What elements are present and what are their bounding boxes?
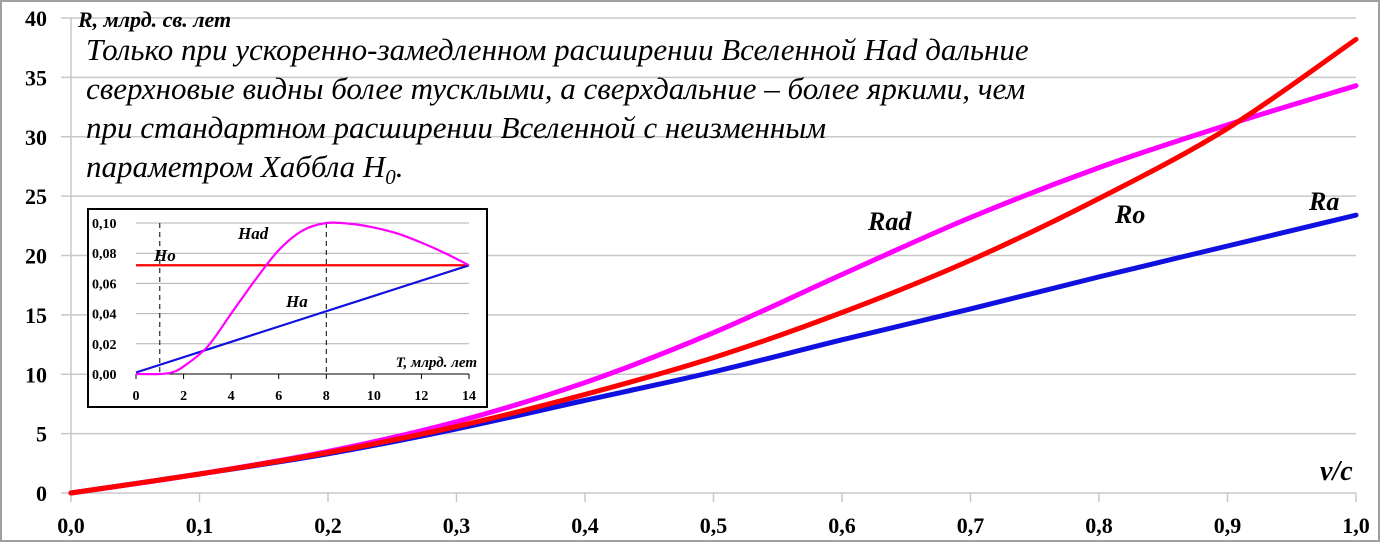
y-tick-label: 5 <box>36 422 47 447</box>
inset-y-tick-label: 0,06 <box>92 277 117 292</box>
inset-x-tick-label: 4 <box>228 389 235 404</box>
y-tick-label: 30 <box>25 125 47 150</box>
x-tick-label: 0,8 <box>1085 513 1113 538</box>
x-tick-label: 0,3 <box>443 513 471 538</box>
inset-series-line-ha <box>135 264 470 374</box>
x-tick-label: 0,0 <box>57 513 85 538</box>
y-tick-label: 20 <box>25 244 47 269</box>
inset-y-tick-label: 0,00 <box>92 368 117 383</box>
x-axis-label: v/c <box>1320 456 1353 487</box>
y-tick-label: 40 <box>25 6 47 31</box>
series-line-ro <box>68 36 1359 496</box>
y-tick-label: 35 <box>25 65 47 90</box>
annotation-line-1: Только при ускоренно-замедленном расшире… <box>86 32 1029 67</box>
inset-series-label-ha: Ha <box>285 292 308 311</box>
inset-x-axis-label: T, млрд. лет <box>396 355 477 371</box>
x-tick-label: 0,1 <box>186 513 214 538</box>
y-tick-label: 15 <box>25 303 47 328</box>
annotation: Только при ускоренно-замедленном расшире… <box>86 32 1029 189</box>
annotation-line-3: при стандартном расширении Вселенной с н… <box>86 110 826 145</box>
inset-x-tick-label: 8 <box>323 389 330 404</box>
inset-y-tick-label: 0,10 <box>92 217 117 232</box>
inset-series-label-ho: Ho <box>153 246 176 265</box>
inset-series-label-had: Had <box>237 224 269 243</box>
inset-x-tick-label: 0 <box>133 389 140 404</box>
x-tick-label: 1,0 <box>1342 513 1370 538</box>
x-tick-label: 0,9 <box>1214 513 1242 538</box>
inset-y-tick-label: 0,04 <box>92 308 117 323</box>
inset-x-tick-label: 2 <box>180 389 187 404</box>
annotation-line-4: параметром Хаббла H0. <box>86 149 404 189</box>
series-label-ro: Ro <box>1114 200 1145 229</box>
y-tick-label: 10 <box>25 362 47 387</box>
inset-y-tick-label: 0,08 <box>92 247 117 262</box>
y-axis-label: R, млрд. св. лет <box>77 7 231 32</box>
x-tick-label: 0,2 <box>314 513 342 538</box>
annotation-line-2: сверхновые видны более тусклыми, а сверх… <box>86 71 1025 106</box>
inset-chart: 0,00 0,02 0,04 0,06 0,08 0,10 0 2 4 6 8 10 12 14 Ho H… <box>87 208 488 408</box>
x-tick-label: 0,4 <box>571 513 599 538</box>
series-label-rad: Rad <box>867 207 912 236</box>
y-tick-label: 25 <box>25 184 47 209</box>
series-label-ra: Ra <box>1308 187 1339 216</box>
inset-series-line-had <box>135 221 470 376</box>
inset-y-tick-label: 0,02 <box>92 338 117 353</box>
inset-x-tick-label: 14 <box>462 389 476 404</box>
x-tick-label: 0,5 <box>700 513 728 538</box>
inset-x-tick-label: 10 <box>367 389 381 404</box>
inset-x-tick-label: 6 <box>275 389 282 404</box>
y-tick-label: 0 <box>36 481 47 506</box>
x-tick-label: 0,7 <box>957 513 985 538</box>
x-tick-label: 0,6 <box>828 513 856 538</box>
inset-x-tick-label: 12 <box>414 389 428 404</box>
annotation-line-4-text: параметром Хаббла H <box>86 149 387 184</box>
annotation-subscript: 0 <box>385 165 396 189</box>
annotation-end: . <box>396 149 404 184</box>
